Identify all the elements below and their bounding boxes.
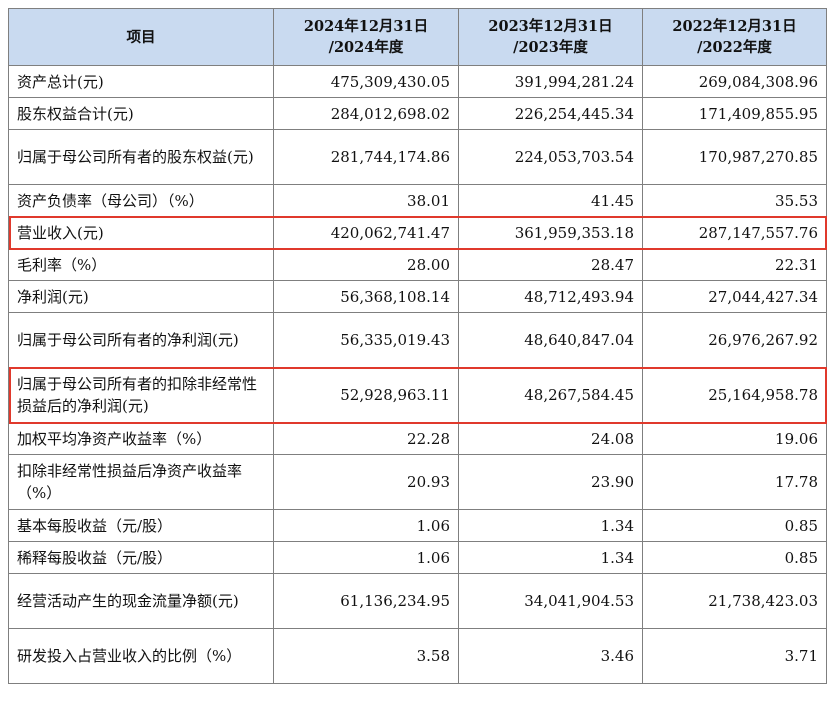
value-2022: 287,147,557.76 (642, 216, 827, 249)
value-2023: 23.90 (458, 454, 643, 510)
value-2022: 21,738,423.03 (642, 573, 827, 629)
value-2022: 22.31 (642, 248, 827, 281)
row-label: 归属于母公司所有者的扣除非经常性损益后的净利润(元) (8, 367, 274, 423)
table-row: 经营活动产生的现金流量净额(元) 61,136,234.95 34,041,904.… (8, 573, 827, 629)
row-label: 归属于母公司所有者的股东权益(元) (8, 129, 274, 185)
value-2024: 1.06 (273, 509, 459, 542)
table-row: 资产总计(元) 475,309,430.05 391,994,281.24 269,0… (8, 65, 827, 98)
header-2024: 2024年12月31日/2024年度 (273, 8, 459, 66)
value-2024: 20.93 (273, 454, 459, 510)
value-2022: 269,084,308.96 (642, 65, 827, 98)
table-header: 项目 2024年12月31日/2024年度 2023年12月31日/2023年度… (8, 8, 827, 66)
row-label: 加权平均净资产收益率（%） (8, 422, 274, 455)
value-2024: 420,062,741.47 (273, 216, 459, 249)
value-2024: 61,136,234.95 (273, 573, 459, 629)
financial-summary-table: 项目 2024年12月31日/2024年度 2023年12月31日/2023年度… (8, 8, 827, 684)
header-2022: 2022年12月31日/2022年度 (642, 8, 827, 66)
value-2023: 41.45 (458, 184, 643, 217)
header-2023: 2023年12月31日/2023年度 (458, 8, 643, 66)
value-2023: 361,959,353.18 (458, 216, 643, 249)
row-label: 净利润(元) (8, 280, 274, 313)
row-label: 资产负债率（母公司）（%） (8, 184, 274, 217)
table-row: 研发投入占营业收入的比例（%） 3.58 3.46 3.71 (8, 628, 827, 684)
row-label: 经营活动产生的现金流量净额(元) (8, 573, 274, 629)
value-2022: 27,044,427.34 (642, 280, 827, 313)
header-item: 项目 (8, 8, 274, 66)
table-row: 稀释每股收益（元/股） 1.06 1.34 0.85 (8, 541, 827, 574)
table-row: 资产负债率（母公司）（%） 38.01 41.45 35.53 (8, 184, 827, 217)
value-2022: 171,409,855.95 (642, 97, 827, 130)
value-2022: 0.85 (642, 541, 827, 574)
value-2022: 19.06 (642, 422, 827, 455)
table-row-highlighted: 营业收入(元) 420,062,741.47 361,959,353.18 287,1… (8, 216, 827, 249)
row-label: 资产总计(元) (8, 65, 274, 98)
row-label: 归属于母公司所有者的净利润(元) (8, 312, 274, 368)
value-2024: 281,744,174.86 (273, 129, 459, 185)
value-2024: 22.28 (273, 422, 459, 455)
value-2024: 475,309,430.05 (273, 65, 459, 98)
value-2022: 0.85 (642, 509, 827, 542)
table-row: 归属于母公司所有者的净利润(元) 56,335,019.43 48,640,847.… (8, 312, 827, 368)
value-2024: 56,368,108.14 (273, 280, 459, 313)
value-2024: 28.00 (273, 248, 459, 281)
value-2023: 3.46 (458, 628, 643, 684)
table-row: 扣除非经常性损益后净资产收益率（%） 20.93 23.90 17.78 (8, 454, 827, 510)
row-label: 股东权益合计(元) (8, 97, 274, 130)
value-2023: 391,994,281.24 (458, 65, 643, 98)
table-row: 毛利率（%） 28.00 28.47 22.31 (8, 248, 827, 281)
value-2024: 3.58 (273, 628, 459, 684)
table-row-highlighted: 归属于母公司所有者的扣除非经常性损益后的净利润(元) 52,928,963.11 4… (8, 367, 827, 423)
value-2024: 38.01 (273, 184, 459, 217)
value-2023: 1.34 (458, 509, 643, 542)
value-2023: 48,712,493.94 (458, 280, 643, 313)
row-label: 毛利率（%） (8, 248, 274, 281)
value-2022: 3.71 (642, 628, 827, 684)
table-row: 净利润(元) 56,368,108.14 48,712,493.94 27,044,4… (8, 280, 827, 313)
value-2023: 24.08 (458, 422, 643, 455)
value-2023: 1.34 (458, 541, 643, 574)
table-row: 股东权益合计(元) 284,012,698.02 226,254,445.34 171… (8, 97, 827, 130)
row-label: 稀释每股收益（元/股） (8, 541, 274, 574)
value-2022: 35.53 (642, 184, 827, 217)
value-2022: 25,164,958.78 (642, 367, 827, 423)
value-2022: 26,976,267.92 (642, 312, 827, 368)
row-label: 扣除非经常性损益后净资产收益率（%） (8, 454, 274, 510)
value-2023: 28.47 (458, 248, 643, 281)
row-label: 基本每股收益（元/股） (8, 509, 274, 542)
value-2024: 52,928,963.11 (273, 367, 459, 423)
value-2024: 56,335,019.43 (273, 312, 459, 368)
value-2022: 17.78 (642, 454, 827, 510)
value-2023: 48,267,584.45 (458, 367, 643, 423)
value-2023: 48,640,847.04 (458, 312, 643, 368)
value-2024: 1.06 (273, 541, 459, 574)
table-row: 基本每股收益（元/股） 1.06 1.34 0.85 (8, 509, 827, 542)
row-label: 研发投入占营业收入的比例（%） (8, 628, 274, 684)
value-2024: 284,012,698.02 (273, 97, 459, 130)
value-2023: 226,254,445.34 (458, 97, 643, 130)
value-2023: 34,041,904.53 (458, 573, 643, 629)
table-row: 归属于母公司所有者的股东权益(元) 281,744,174.86 224,053,7… (8, 129, 827, 185)
table-body: 资产总计(元) 475,309,430.05 391,994,281.24 269,0… (8, 65, 827, 684)
value-2023: 224,053,703.54 (458, 129, 643, 185)
value-2022: 170,987,270.85 (642, 129, 827, 185)
row-label: 营业收入(元) (8, 216, 274, 249)
financial-table-container: 项目 2024年12月31日/2024年度 2023年12月31日/2023年度… (8, 8, 827, 684)
table-row: 加权平均净资产收益率（%） 22.28 24.08 19.06 (8, 422, 827, 455)
